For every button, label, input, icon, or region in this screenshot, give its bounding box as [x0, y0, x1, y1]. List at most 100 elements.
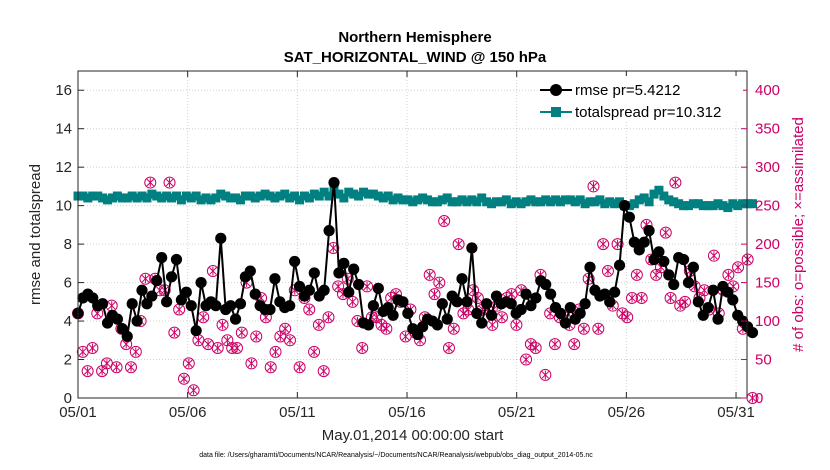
- obs-assimilated-point-91: [512, 320, 521, 330]
- totalspread-point-22: [181, 191, 191, 201]
- rmse-point-23: [185, 300, 197, 312]
- rmse-point-16: [151, 275, 163, 287]
- obs-possible-point-109: [597, 238, 610, 251]
- totalspread-point-41: [275, 191, 285, 201]
- totalspread-point-79: [462, 197, 472, 207]
- rmse-point-110: [613, 259, 626, 271]
- x-tick-label-6: 05/31: [717, 404, 755, 421]
- obs-assimilated-point-86: [488, 320, 497, 330]
- rmse-point-91: [520, 288, 532, 300]
- rmse-point-56: [348, 263, 360, 275]
- totalspread-point-28: [211, 193, 221, 203]
- obs-assimilated-point-15: [146, 178, 155, 187]
- totalspread-point-137: [747, 199, 757, 209]
- totalspread-point-88: [506, 199, 516, 209]
- totalspread-point-53: [334, 189, 344, 199]
- totalspread-point-119: [659, 191, 669, 201]
- obs-assimilated-point-54: [334, 282, 342, 291]
- obs-assimilated-point-21: [175, 305, 183, 314]
- rmse-point-95: [540, 278, 552, 291]
- totalspread-point-16: [152, 191, 162, 201]
- obs-possible-point-126: [679, 295, 692, 308]
- rmse-point-109: [609, 286, 621, 298]
- totalspread-point-18: [162, 191, 172, 201]
- rmse-point-84: [485, 309, 498, 321]
- rmse-point-60: [367, 300, 379, 312]
- obs-possible-point-83: [471, 291, 484, 304]
- rmse-point-64: [387, 309, 399, 321]
- obs-possible-point-110: [601, 265, 614, 278]
- totalspread-point-136: [743, 199, 753, 209]
- totalspread-point-62: [378, 193, 388, 203]
- obs-assimilated-point-132: [710, 251, 718, 261]
- obs-possible-point-77: [442, 341, 455, 354]
- obs-possible-point-79: [452, 238, 465, 251]
- totalspread-point-14: [142, 193, 152, 203]
- legend-rmse-marker: [550, 84, 562, 96]
- obs-assimilated-point-60: [363, 282, 371, 291]
- totalspread-point-135: [738, 199, 748, 209]
- totalspread-point-92: [526, 195, 536, 205]
- y-right-tick-label-4: 200: [755, 236, 780, 253]
- obs-possible-point-11: [124, 361, 137, 374]
- totalspread-point-64: [388, 195, 398, 205]
- rmse-point-103: [579, 298, 591, 310]
- rmse-point-8: [111, 313, 123, 325]
- totalspread-point-51: [324, 191, 334, 201]
- totalspread-point-68: [408, 197, 418, 207]
- totalspread-point-59: [363, 189, 373, 199]
- obs-possible-point-99: [548, 338, 561, 351]
- totalspread-point-90: [516, 199, 526, 209]
- y-tick-label-0: 0: [64, 390, 72, 407]
- rmse-point-112: [623, 211, 636, 223]
- obs-assimilated-point-105: [580, 324, 588, 334]
- rmse-point-100: [564, 301, 576, 314]
- rmse-point-73: [431, 319, 443, 331]
- obs-assimilated-point-77: [445, 343, 453, 353]
- rmse-point-79: [461, 296, 473, 308]
- obs-possible-point-20: [168, 326, 181, 339]
- totalspread-point-73: [432, 197, 442, 207]
- y-right-tick-label-6: 300: [755, 159, 780, 176]
- obs-assimilated-point-108: [594, 324, 603, 334]
- obs-possible-point-107: [587, 180, 600, 193]
- obs-assimilated-point-29: [213, 343, 222, 353]
- rmse-point-39: [264, 303, 276, 316]
- rmse-point-82: [476, 317, 488, 329]
- rmse-point-59: [362, 319, 375, 331]
- rmse-point-10: [121, 330, 133, 343]
- totalspread-point-105: [590, 197, 600, 207]
- obs-possible-point-48: [303, 303, 316, 316]
- obs-assimilated-point-124: [671, 178, 680, 187]
- rmse-point-124: [682, 276, 695, 289]
- obs-assimilated-point-97: [541, 370, 550, 380]
- y-tick-label-7: 14: [55, 121, 72, 138]
- obs-possible-point-24: [187, 384, 200, 397]
- totalspread-point-4: [93, 191, 103, 201]
- obs-possible-point-76: [438, 215, 451, 228]
- obs-possible-point-19: [163, 176, 176, 189]
- obs-assimilated-point-94: [527, 339, 535, 349]
- rmse-point-29: [215, 232, 227, 244]
- x-tick-label-2: 05/11: [279, 404, 315, 421]
- rmse-point-88: [505, 298, 517, 310]
- obs-possible-point-105: [577, 322, 590, 335]
- rmse-point-15: [146, 290, 158, 302]
- obs-possible-point-50: [312, 318, 325, 331]
- rmse-point-108: [604, 296, 616, 308]
- totalspread-point-11: [127, 191, 137, 201]
- obs-possible-point-75: [433, 276, 446, 289]
- totalspread-point-118: [654, 185, 664, 195]
- rmse-point-129: [707, 284, 719, 296]
- obs-possible-point-139: [741, 253, 754, 266]
- obs-assimilated-point-30: [218, 320, 227, 330]
- obs-possible-point-64: [380, 322, 393, 335]
- totalspread-point-66: [398, 195, 408, 205]
- obs-assimilated-point-103: [570, 339, 578, 349]
- totalspread-point-98: [555, 197, 565, 207]
- totalspread-point-17: [157, 193, 167, 203]
- obs-assimilated-point-2: [83, 366, 92, 376]
- rmse-point-121: [668, 278, 680, 291]
- totalspread-point-126: [693, 199, 703, 209]
- rmse-point-74: [436, 298, 448, 310]
